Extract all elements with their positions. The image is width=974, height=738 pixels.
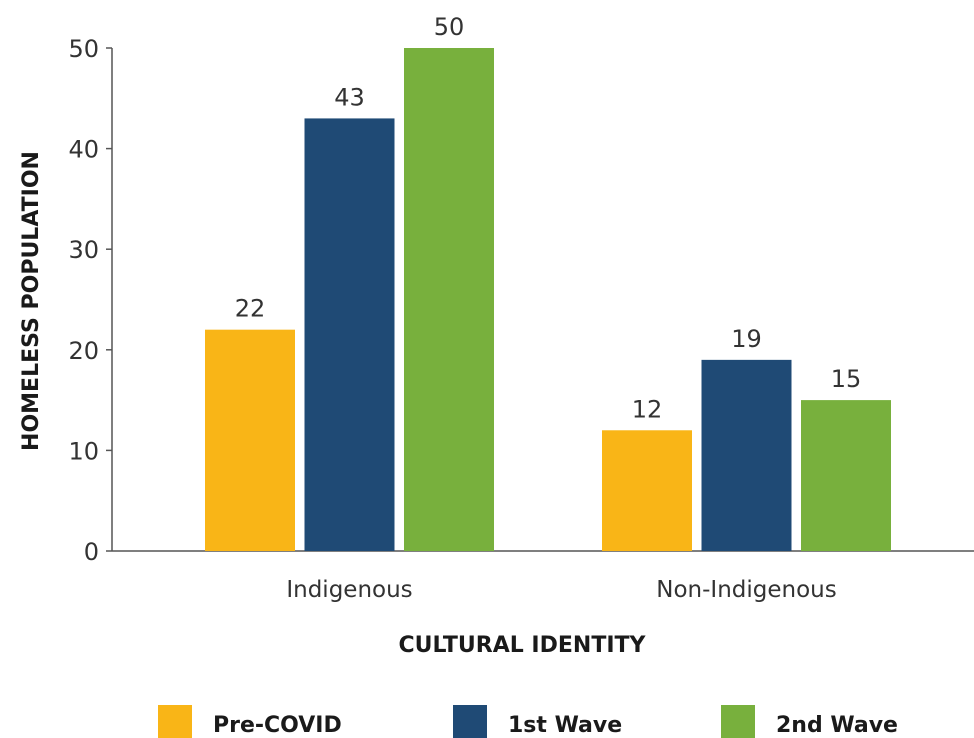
x-tick-label: Indigenous xyxy=(286,577,412,603)
bar-1st-wave-indigenous xyxy=(304,118,395,552)
bar-pre-covid-non-indigenous xyxy=(602,430,692,551)
legend-item: 2nd Wave xyxy=(721,705,898,738)
legend-swatch xyxy=(721,705,755,738)
y-tick-label: 30 xyxy=(68,236,99,264)
value-label: 50 xyxy=(434,13,465,41)
bar-2nd-wave-indigenous xyxy=(404,48,494,551)
legend-label: 1st Wave xyxy=(508,713,622,738)
value-label: 19 xyxy=(731,325,762,353)
legend: Pre-COVID 1st Wave 2nd Wave xyxy=(158,705,898,738)
legend-label: 2nd Wave xyxy=(776,713,898,738)
y-tick-label: 40 xyxy=(68,136,99,164)
x-axis-title: CULTURAL IDENTITY xyxy=(399,633,647,658)
value-labels: 22 43 50 12 19 15 xyxy=(235,13,862,423)
value-label: 12 xyxy=(632,395,663,423)
bars xyxy=(205,48,891,552)
bar-pre-covid-indigenous xyxy=(205,329,295,551)
y-tick-label: 20 xyxy=(68,337,99,365)
x-tick-label: Non-Indigenous xyxy=(656,577,836,603)
bar-2nd-wave-non-indigenous xyxy=(801,400,891,551)
y-tick-label: 0 xyxy=(84,538,99,566)
bar-1st-wave-non-indigenous xyxy=(701,359,792,551)
value-label: 43 xyxy=(334,83,365,111)
value-label: 22 xyxy=(235,295,266,323)
value-label: 15 xyxy=(831,365,862,393)
y-axis-title: HOMELESS POPULATION xyxy=(19,151,44,451)
x-axis: Indigenous Non-Indigenous xyxy=(112,550,974,603)
y-tick-label: 10 xyxy=(68,437,99,465)
legend-item: Pre-COVID xyxy=(158,705,342,738)
legend-swatch xyxy=(453,705,487,738)
legend-item: 1st Wave xyxy=(453,705,622,738)
legend-swatch xyxy=(158,705,192,738)
y-tick-label: 50 xyxy=(68,35,99,63)
legend-label: Pre-COVID xyxy=(213,713,342,738)
y-axis: 0 10 20 30 40 50 xyxy=(68,35,113,566)
